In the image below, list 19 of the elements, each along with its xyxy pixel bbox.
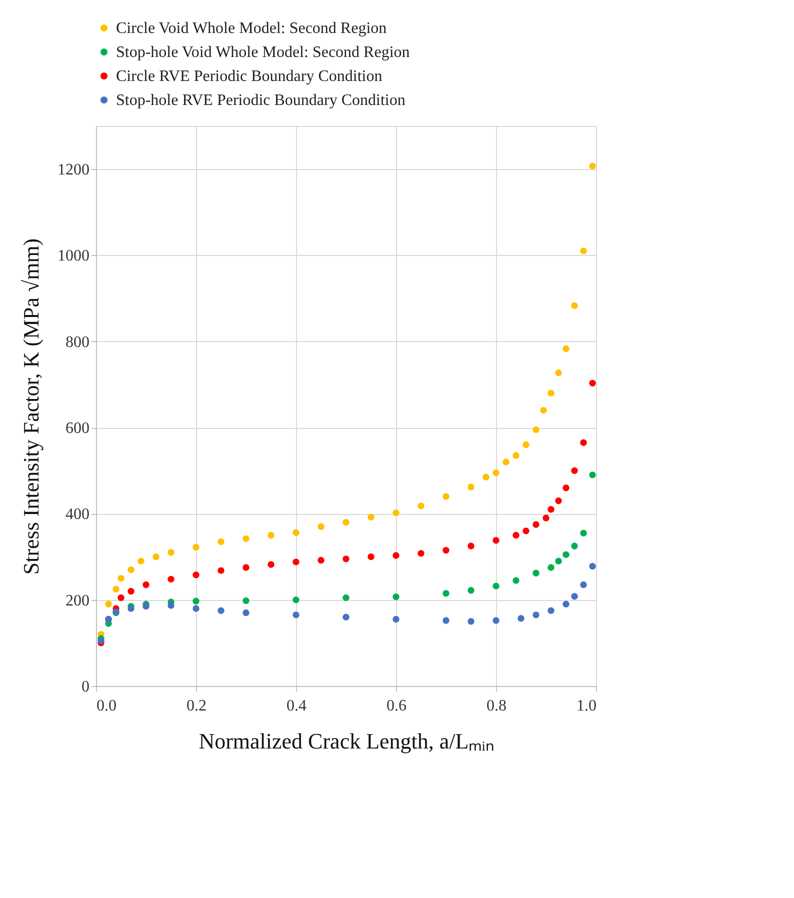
legend-label: Circle Void Whole Model: Second Region xyxy=(116,20,387,37)
y-tick-label: 200 xyxy=(66,592,90,610)
x-axis-title: Normalized Crack Length, a/Lₘᵢₙ xyxy=(198,728,494,754)
y-tick-label: 600 xyxy=(66,420,90,438)
legend-label: Stop-hole RVE Periodic Boundary Condition xyxy=(116,92,406,109)
legend-label: Circle RVE Periodic Boundary Condition xyxy=(116,68,382,85)
x-tick-label: 0.8 xyxy=(486,698,506,714)
y-axis-title: Stress Intensity Factor, K (MPa √mm) xyxy=(18,238,44,575)
y-tick-label: 0 xyxy=(82,678,90,696)
y-tick-label: 800 xyxy=(66,334,90,351)
x-tick-label: 1.0 xyxy=(576,698,596,714)
x-tick-label: 0.2 xyxy=(186,698,206,714)
y-tick-label: 400 xyxy=(66,506,90,524)
x-tick-label: 0.6 xyxy=(386,698,406,714)
y-tick-label: 1000 xyxy=(58,248,90,265)
x-tick-label: 0.4 xyxy=(286,698,306,714)
y-tick-label: 1200 xyxy=(58,162,90,179)
legend-label: Stop-hole Void Whole Model: Second Region xyxy=(116,44,410,61)
x-tick-label: 0.0 xyxy=(96,698,116,714)
